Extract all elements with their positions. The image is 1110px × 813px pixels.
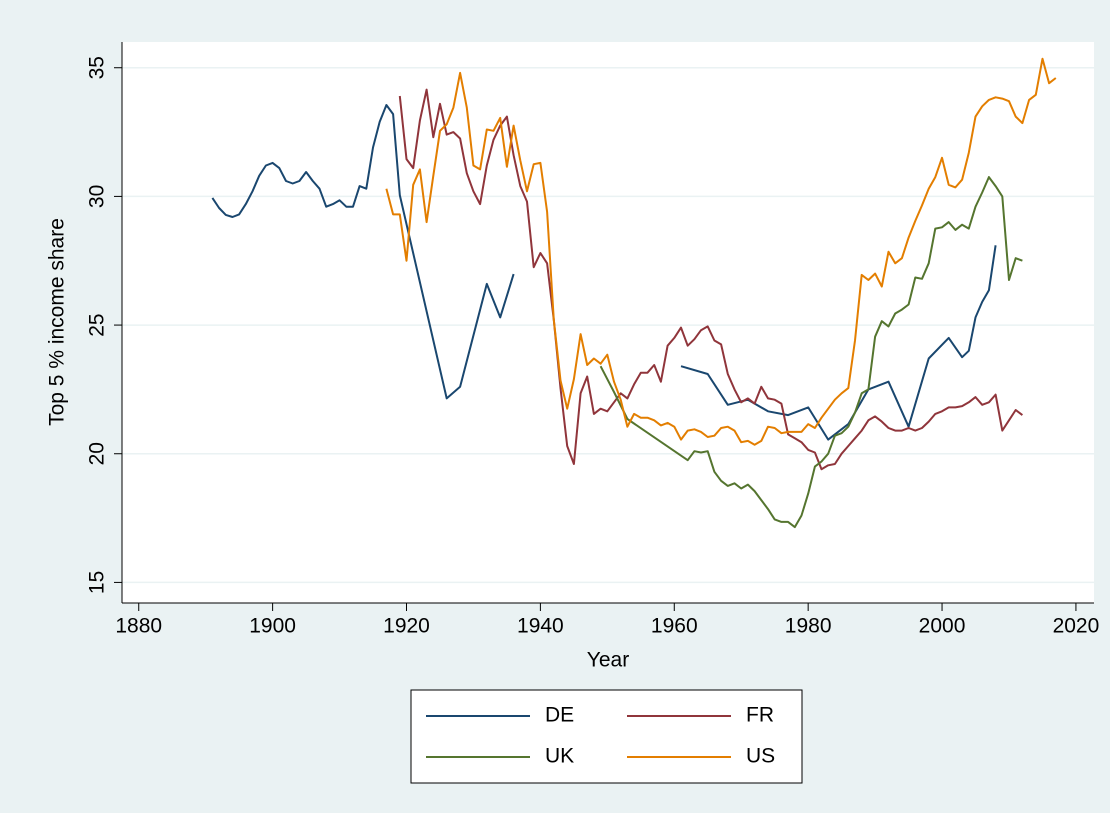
x-tick-label: 1940 — [517, 615, 564, 638]
lines — [211, 57, 1057, 529]
series-line — [398, 88, 1024, 471]
series-line — [599, 176, 1023, 529]
series-line — [385, 57, 1057, 446]
x-axis-label: Year — [587, 649, 629, 672]
x-tick-label: 1980 — [785, 615, 832, 638]
grid — [122, 66, 1094, 584]
legend-label: UK — [545, 745, 574, 768]
x-tick-label: 2020 — [1053, 615, 1100, 638]
x-tick-label: 1920 — [383, 615, 430, 638]
axes: 15 20 25 30 35 1880 1900 1920 1940 1960 1980 2000 20… — [86, 42, 1100, 638]
legend-label: FR — [746, 704, 774, 727]
y-tick-label: 20 — [86, 442, 109, 465]
x-tick-label: 1960 — [651, 615, 698, 638]
plot-area — [122, 42, 1094, 603]
legend-box — [410, 689, 803, 784]
y-axis-label: Top 5 % income share — [46, 218, 69, 426]
legend: DE FR UK US — [426, 704, 775, 768]
legend-label: DE — [545, 704, 574, 727]
x-tick-label: 2000 — [919, 615, 966, 638]
y-tick-label: 35 — [86, 56, 109, 79]
legend-label: US — [746, 745, 775, 768]
y-tick-label: 30 — [86, 185, 109, 208]
x-tick-label: 1880 — [115, 615, 162, 638]
y-tick-label: 25 — [86, 313, 109, 336]
x-tick-label: 1900 — [249, 615, 296, 638]
y-tick-label: 15 — [86, 571, 109, 594]
